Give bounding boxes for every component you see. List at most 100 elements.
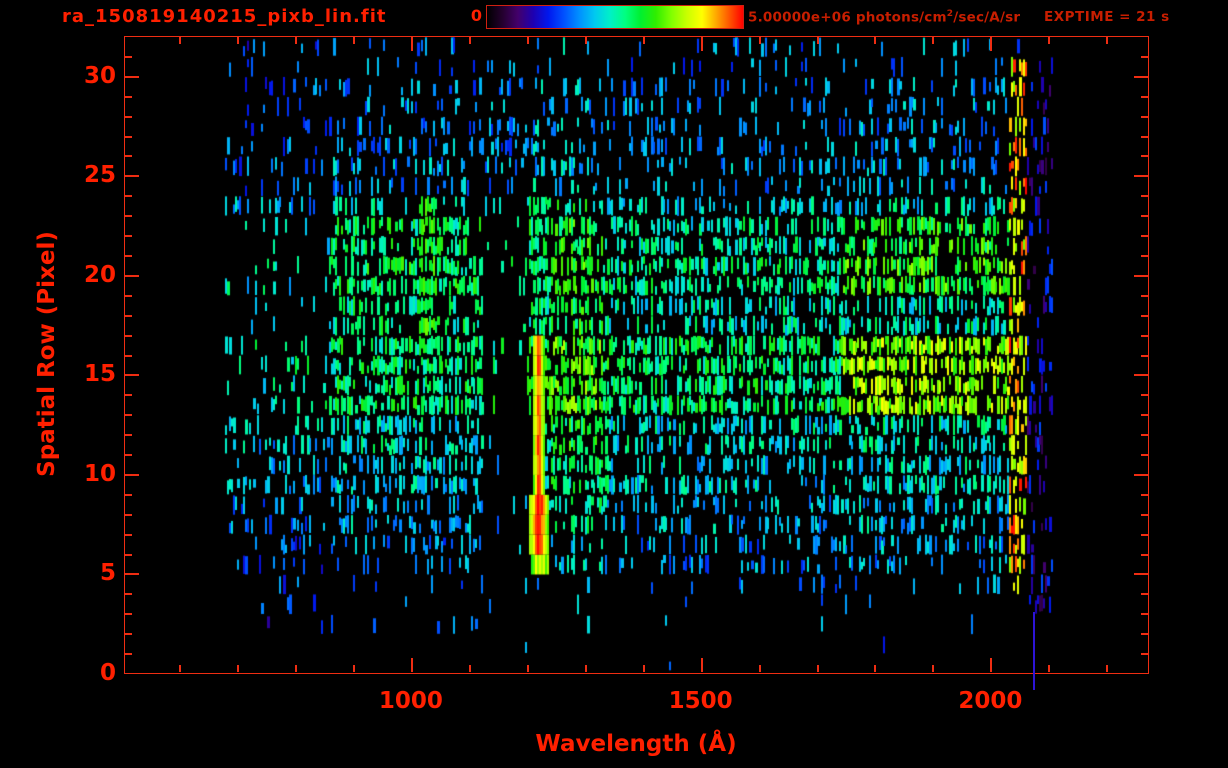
- y-tick-label: 5: [99, 560, 116, 587]
- x-minor-tick: [585, 665, 587, 672]
- y-tick-label: 15: [83, 361, 116, 388]
- y-minor-tick: [125, 554, 132, 556]
- y-major-tick: [1134, 275, 1148, 277]
- y-minor-tick: [1141, 116, 1148, 118]
- x-minor-tick: [643, 37, 645, 44]
- y-tick-label: 25: [83, 162, 116, 189]
- y-minor-tick: [1141, 195, 1148, 197]
- x-minor-tick: [1048, 665, 1050, 672]
- y-minor-tick: [125, 295, 132, 297]
- y-major-tick: [125, 76, 139, 78]
- y-minor-tick: [125, 454, 132, 456]
- y-minor-tick: [125, 534, 132, 536]
- y-minor-tick: [125, 215, 132, 217]
- colorbar-unit-prefix: photons/cm: [850, 9, 947, 26]
- x-minor-tick: [469, 37, 471, 44]
- x-minor-tick: [643, 665, 645, 672]
- x-minor-tick: [295, 665, 297, 672]
- x-minor-tick: [237, 37, 239, 44]
- y-minor-tick: [1141, 394, 1148, 396]
- colorbar-max-value: 5.00000e+06: [748, 9, 851, 26]
- y-minor-tick: [125, 653, 132, 655]
- y-minor-tick: [125, 56, 132, 58]
- y-major-tick: [1134, 573, 1148, 575]
- y-minor-tick: [1141, 514, 1148, 516]
- x-major-tick: [701, 658, 703, 672]
- spectrogram-canvas: [125, 37, 1149, 674]
- y-minor-tick: [1141, 235, 1148, 237]
- y-minor-tick: [125, 593, 132, 595]
- colorbar-unit-superscript: 2: [946, 9, 954, 19]
- colorbar-max-label: 5.00000e+06 photons/cm2/sec/A/sr: [748, 9, 1020, 26]
- y-minor-tick: [125, 514, 132, 516]
- y-minor-tick: [1141, 414, 1148, 416]
- x-minor-tick: [527, 37, 529, 44]
- x-minor-tick: [585, 37, 587, 44]
- y-minor-tick: [125, 96, 132, 98]
- y-tick-label: 10: [83, 460, 116, 487]
- x-minor-tick: [179, 37, 181, 44]
- x-minor-tick: [874, 37, 876, 44]
- x-tick-label: 1500: [668, 688, 733, 714]
- x-minor-tick: [874, 665, 876, 672]
- y-major-tick: [125, 275, 139, 277]
- x-tick-label: 2000: [958, 688, 1023, 714]
- y-minor-tick: [125, 116, 132, 118]
- y-minor-tick: [1141, 494, 1148, 496]
- x-major-tick: [411, 658, 413, 672]
- y-minor-tick: [125, 155, 132, 157]
- y-major-tick: [125, 474, 139, 476]
- y-major-tick: [125, 573, 139, 575]
- y-minor-tick: [1141, 454, 1148, 456]
- y-minor-tick: [125, 613, 132, 615]
- y-minor-tick: [1141, 96, 1148, 98]
- x-minor-tick: [527, 665, 529, 672]
- x-minor-tick: [469, 665, 471, 672]
- detector-artifact-line: [1033, 612, 1035, 690]
- x-minor-tick: [353, 37, 355, 44]
- y-minor-tick: [1141, 534, 1148, 536]
- x-minor-tick: [1048, 37, 1050, 44]
- y-minor-tick: [125, 315, 132, 317]
- x-major-tick: [990, 37, 992, 51]
- x-minor-tick: [759, 37, 761, 44]
- y-minor-tick: [125, 195, 132, 197]
- x-minor-tick: [932, 665, 934, 672]
- x-axis-title: Wavelength (Å): [535, 731, 737, 757]
- y-minor-tick: [1141, 633, 1148, 635]
- y-minor-tick: [1141, 295, 1148, 297]
- y-minor-tick: [1141, 355, 1148, 357]
- y-minor-tick: [125, 335, 132, 337]
- y-major-tick: [1134, 374, 1148, 376]
- y-minor-tick: [125, 235, 132, 237]
- y-major-tick: [1134, 175, 1148, 177]
- y-minor-tick: [125, 136, 132, 138]
- y-minor-tick: [125, 414, 132, 416]
- x-minor-tick: [1106, 37, 1108, 44]
- y-tick-label: 30: [83, 62, 116, 89]
- y-minor-tick: [1141, 255, 1148, 257]
- y-minor-tick: [1141, 593, 1148, 595]
- y-minor-tick: [1141, 215, 1148, 217]
- x-minor-tick: [817, 37, 819, 44]
- exptime-label: EXPTIME = 21 s: [1044, 9, 1170, 25]
- x-minor-tick: [759, 665, 761, 672]
- plot-area: [124, 36, 1149, 674]
- y-minor-tick: [1141, 554, 1148, 556]
- y-minor-tick: [1141, 335, 1148, 337]
- y-minor-tick: [1141, 653, 1148, 655]
- y-minor-tick: [1141, 136, 1148, 138]
- y-major-tick: [1134, 474, 1148, 476]
- x-minor-tick: [179, 665, 181, 672]
- y-minor-tick: [125, 255, 132, 257]
- y-major-tick: [125, 175, 139, 177]
- x-major-tick: [701, 37, 703, 51]
- y-major-tick: [125, 374, 139, 376]
- colorbar-unit-suffix: /sec/A/sr: [953, 9, 1021, 26]
- x-minor-tick: [295, 37, 297, 44]
- y-minor-tick: [125, 394, 132, 396]
- x-minor-tick: [932, 37, 934, 44]
- x-major-tick: [411, 37, 413, 51]
- y-minor-tick: [1141, 155, 1148, 157]
